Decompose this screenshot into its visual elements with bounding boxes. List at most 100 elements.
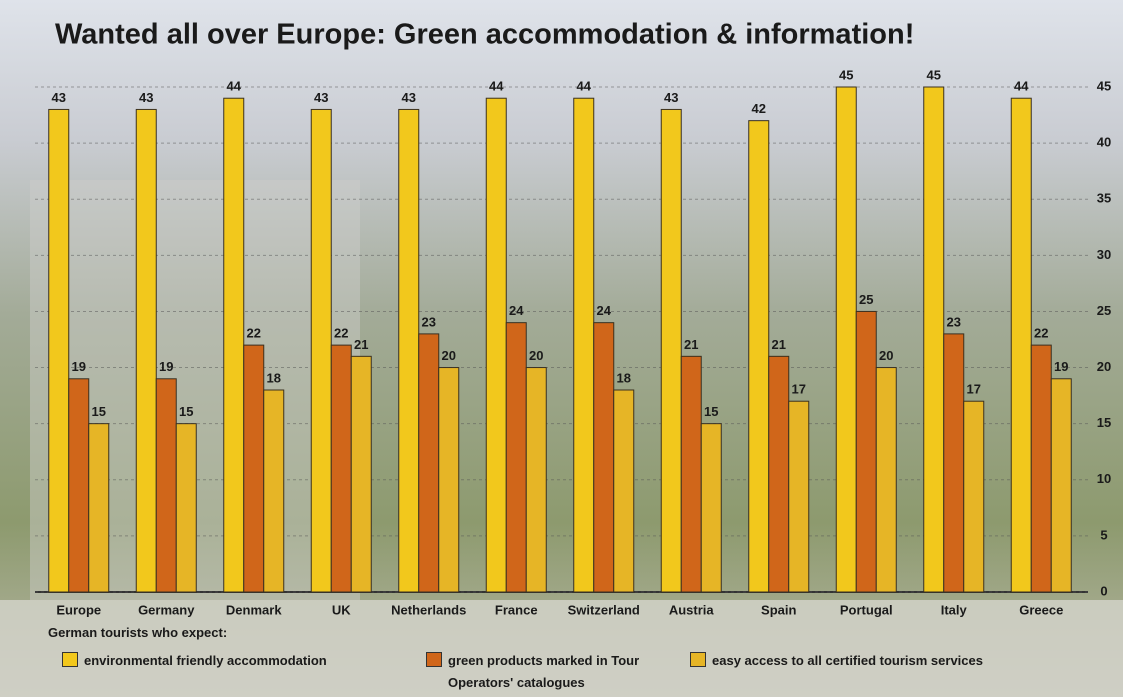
value-label: 20 xyxy=(442,348,456,363)
x-tick-label: UK xyxy=(332,602,351,617)
x-tick-label: Germany xyxy=(138,602,195,617)
value-label: 15 xyxy=(179,404,193,419)
y-tick-label: 0 xyxy=(1100,583,1107,598)
bar xyxy=(156,379,176,592)
bar xyxy=(264,390,284,592)
bar xyxy=(944,334,964,592)
value-label: 44 xyxy=(577,79,592,94)
value-label: 22 xyxy=(247,326,261,341)
value-label: 21 xyxy=(684,337,698,352)
bar xyxy=(1031,345,1051,592)
bar xyxy=(224,98,244,592)
chart-title: Wanted all over Europe: Green accommodat… xyxy=(55,19,914,51)
x-tick-label: Switzerland xyxy=(568,602,640,617)
value-label: 43 xyxy=(52,90,66,105)
legend-label: easy access to all certified tourism ser… xyxy=(712,650,1112,672)
bar xyxy=(244,345,264,592)
bar xyxy=(749,121,769,592)
x-tick-label: Italy xyxy=(941,602,968,617)
bar xyxy=(836,87,856,592)
value-label: 19 xyxy=(159,359,173,374)
value-label: 45 xyxy=(927,67,941,82)
value-label: 18 xyxy=(267,370,281,385)
bar xyxy=(789,401,809,592)
y-tick-label: 35 xyxy=(1097,191,1111,206)
value-label: 43 xyxy=(314,90,328,105)
bar xyxy=(876,368,896,592)
value-label: 23 xyxy=(947,314,961,329)
bar xyxy=(351,356,371,592)
bar xyxy=(419,334,439,592)
bar xyxy=(399,109,419,592)
value-label: 25 xyxy=(859,292,873,307)
bar xyxy=(681,356,701,592)
bar xyxy=(614,390,634,592)
bar xyxy=(439,368,459,592)
value-label: 45 xyxy=(839,67,853,82)
legend-swatch xyxy=(690,652,706,667)
y-tick-label: 25 xyxy=(1097,303,1111,318)
x-tick-label: Netherlands xyxy=(391,602,466,617)
legend-title: German tourists who expect: xyxy=(48,625,227,640)
legend-label: green products marked in Tour Operators'… xyxy=(448,650,668,694)
value-label: 15 xyxy=(92,404,106,419)
value-label: 44 xyxy=(227,79,242,94)
bar xyxy=(311,109,331,592)
x-tick-label: Spain xyxy=(761,602,796,617)
bar xyxy=(89,424,109,592)
value-label: 20 xyxy=(879,348,893,363)
value-label: 43 xyxy=(664,90,678,105)
value-label: 23 xyxy=(422,314,436,329)
y-tick-label: 40 xyxy=(1097,135,1111,150)
value-label: 24 xyxy=(509,303,524,318)
value-label: 43 xyxy=(402,90,416,105)
y-tick-label: 10 xyxy=(1097,471,1111,486)
value-label: 44 xyxy=(489,79,504,94)
value-label: 43 xyxy=(139,90,153,105)
bar xyxy=(486,98,506,592)
bar xyxy=(69,379,89,592)
legend-swatch xyxy=(426,652,442,667)
bar xyxy=(964,401,984,592)
bar xyxy=(769,356,789,592)
page: Wanted all over Europe: Green accommodat… xyxy=(0,0,1123,697)
bar xyxy=(1051,379,1071,592)
value-label: 19 xyxy=(72,359,86,374)
value-label: 17 xyxy=(967,382,981,397)
legend-label: environmental friendly accommodation xyxy=(84,650,414,672)
value-label: 42 xyxy=(752,101,766,116)
value-label: 20 xyxy=(529,348,543,363)
bar xyxy=(506,323,526,592)
value-label: 18 xyxy=(617,370,631,385)
bar xyxy=(856,311,876,592)
bar xyxy=(49,109,69,592)
bar xyxy=(574,98,594,592)
x-tick-label: France xyxy=(495,602,538,617)
value-label: 15 xyxy=(704,404,718,419)
value-label: 24 xyxy=(597,303,612,318)
value-label: 44 xyxy=(1014,79,1029,94)
y-tick-label: 15 xyxy=(1097,415,1111,430)
value-label: 22 xyxy=(334,326,348,341)
y-tick-label: 45 xyxy=(1097,78,1111,93)
bar xyxy=(661,109,681,592)
bar xyxy=(1011,98,1031,592)
legend-swatch xyxy=(62,652,78,667)
bar xyxy=(526,368,546,592)
y-tick-label: 30 xyxy=(1097,247,1111,262)
x-tick-label: Europe xyxy=(56,602,101,617)
y-tick-label: 5 xyxy=(1100,527,1107,542)
y-tick-label: 20 xyxy=(1097,359,1111,374)
bar xyxy=(136,109,156,592)
chart: Wanted all over Europe: Green accommodat… xyxy=(0,0,1123,697)
x-tick-label: Portugal xyxy=(840,602,893,617)
x-tick-label: Greece xyxy=(1019,602,1063,617)
value-label: 19 xyxy=(1054,359,1068,374)
x-tick-label: Denmark xyxy=(226,602,282,617)
bar xyxy=(331,345,351,592)
value-label: 21 xyxy=(772,337,786,352)
value-label: 22 xyxy=(1034,326,1048,341)
value-label: 17 xyxy=(792,382,806,397)
bar xyxy=(924,87,944,592)
x-tick-label: Austria xyxy=(669,602,715,617)
